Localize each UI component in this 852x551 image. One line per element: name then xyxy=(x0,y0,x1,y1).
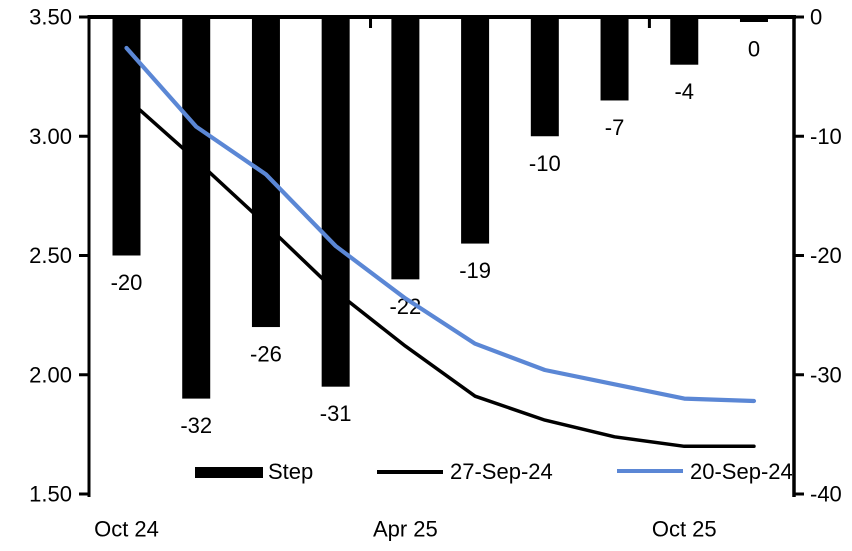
bar-step-7 xyxy=(600,17,629,101)
right-axis-tick xyxy=(794,373,804,377)
bar-data-label-2: -26 xyxy=(250,342,282,367)
bar-step-3 xyxy=(321,17,350,387)
bar-step-5 xyxy=(461,17,490,244)
right-axis-tick xyxy=(794,254,804,257)
bar-step-4 xyxy=(391,17,420,280)
legend-swatch-27-sep-line xyxy=(377,470,443,474)
right-axis-label: -40 xyxy=(810,482,842,507)
bar-step-1 xyxy=(182,17,211,399)
bar-data-label-1: -32 xyxy=(180,413,212,438)
bar-data-label-5: -19 xyxy=(459,258,491,283)
line-series-27-sep-24 xyxy=(124,96,756,449)
legend-label-27-sep: 27-Sep-24 xyxy=(450,459,553,484)
top-axis-line xyxy=(87,15,796,19)
legend-label-step: Step xyxy=(268,459,314,484)
right-axis-tick xyxy=(794,15,804,19)
left-axis-tick xyxy=(79,15,89,19)
top-axis-category-tick xyxy=(369,17,373,28)
right-axis-label: -20 xyxy=(810,243,842,268)
bar-data-label-8: -4 xyxy=(674,79,694,104)
legend-swatch-step-bar xyxy=(195,467,263,478)
chart-legend: Step 27-Sep-24 20-Sep-24 xyxy=(195,457,835,491)
right-axis-label: -10 xyxy=(810,124,842,149)
left-axis-label: 3.50 xyxy=(29,5,72,30)
legend-label-20-sep: 20-Sep-24 xyxy=(690,459,793,484)
right-axis-label: 0 xyxy=(810,5,822,30)
left-axis-label: 1.50 xyxy=(29,482,72,507)
left-axis-tick xyxy=(79,254,89,257)
bar-step-9 xyxy=(739,17,768,22)
bar-step-8 xyxy=(670,17,699,65)
bar-data-label-3: -31 xyxy=(320,401,352,426)
right-axis-label: -30 xyxy=(810,362,842,387)
left-axis-tick xyxy=(79,134,89,138)
left-axis-tick xyxy=(79,492,89,496)
bar-data-label-7: -7 xyxy=(605,115,625,140)
x-axis-label: Apr 25 xyxy=(373,517,438,542)
bar-step-0 xyxy=(112,17,141,256)
line-series-20-sep-24 xyxy=(124,45,757,404)
bar-data-label-0: -20 xyxy=(111,270,143,295)
right-axis-tick xyxy=(794,134,804,138)
left-axis-label: 3.00 xyxy=(29,124,72,149)
x-axis-label: Oct 25 xyxy=(652,517,717,542)
bar-data-label-9: 0 xyxy=(748,37,760,62)
bar-data-label-6: -10 xyxy=(529,151,561,176)
top-axis-category-tick xyxy=(647,17,651,28)
left-axis-tick xyxy=(79,373,89,377)
left-axis-label: 2.00 xyxy=(29,362,72,387)
right-axis-tick xyxy=(794,492,804,496)
legend-swatch-20-sep-line xyxy=(617,469,683,473)
x-axis-label: Oct 24 xyxy=(94,517,159,542)
left-axis-label: 2.50 xyxy=(29,243,72,268)
bar-step-6 xyxy=(530,17,559,137)
